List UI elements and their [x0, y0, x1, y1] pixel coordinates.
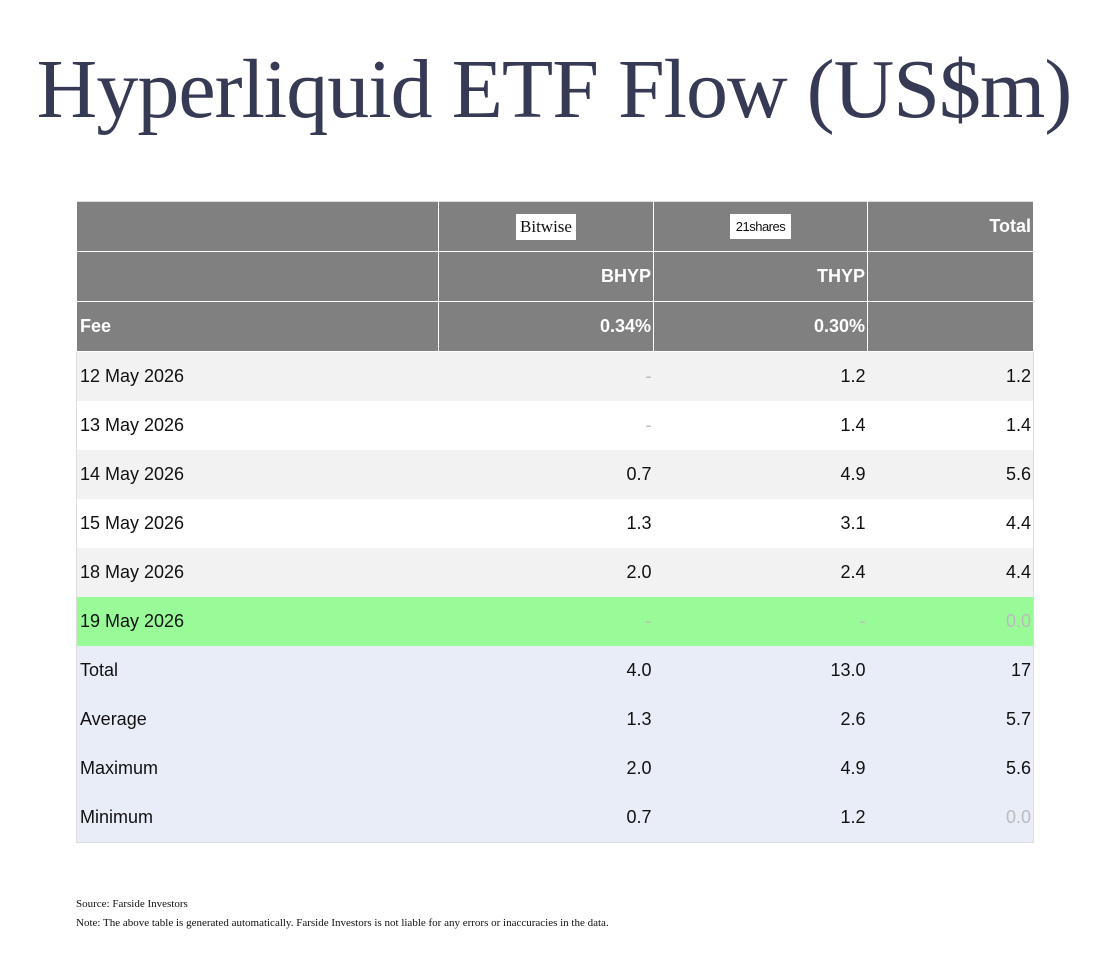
flow-cell: 4.4 — [867, 548, 1034, 597]
flow-cell: 4.0 — [438, 646, 654, 695]
header-cell: 0.30% — [653, 301, 868, 352]
flow-cell: - — [438, 597, 654, 646]
row-label: 12 May 2026 — [76, 351, 439, 401]
note: Note: The above table is generated autom… — [76, 917, 609, 929]
flow-cell: 0.0 — [867, 597, 1034, 646]
flow-cell: 0.0 — [867, 793, 1034, 843]
table-row: 19 May 2026- -0.0 — [76, 597, 1034, 646]
header-cell: Bitwise — [438, 201, 654, 252]
table-header: Bitwise 21shares Total BHYP THYP Fee 0.3… — [76, 201, 1034, 352]
flow-cell: - — [438, 351, 654, 401]
flow-cell: 4.9 — [653, 450, 868, 499]
header-cell: 0.34% — [438, 301, 654, 352]
header-cell — [76, 201, 439, 252]
table-row: 13 May 2026-1.4 1.4 — [76, 401, 1034, 450]
table-row: Average 1.3 2.6 5.7 — [76, 695, 1034, 744]
row-label: 13 May 2026 — [76, 401, 439, 450]
row-label: Minimum — [76, 793, 439, 843]
header-cell: 21shares — [653, 201, 868, 252]
table-row: 15 May 2026 1.3 3.1 4.4 — [76, 499, 1034, 548]
header-cell: BHYP — [438, 251, 654, 302]
header-cell: THYP — [653, 251, 868, 302]
flow-cell: 5.6 — [867, 744, 1034, 793]
flow-cell: 1.3 — [438, 499, 654, 548]
row-label: Total — [76, 646, 439, 695]
summary-rows: Total 4.0 13.0 17 Average 1.3 2.6 5.7 Maximum 2.0… — [76, 646, 1034, 843]
flow-cell: 1.2 — [653, 793, 868, 843]
daily-rows: 12 May 2026-1.2 1.2 13 May 2026-1.4 1.4 14 M… — [76, 351, 1034, 646]
flow-cell: 2.6 — [653, 695, 868, 744]
flow-cell: 0.7 — [438, 450, 654, 499]
header-cell: Fee — [76, 301, 439, 352]
row-label: Maximum — [76, 744, 439, 793]
flow-cell: 0.7 — [438, 793, 654, 843]
flow-table: Bitwise 21shares Total BHYP THYP Fee 0.3… — [76, 201, 1034, 843]
flow-cell: 4.9 — [653, 744, 868, 793]
flow-cell: 2.4 — [653, 548, 868, 597]
header-cell: Total — [867, 201, 1034, 252]
table-row: Total 4.0 13.0 17 — [76, 646, 1034, 695]
flow-cell: 2.0 — [438, 744, 654, 793]
header-row: Bitwise 21shares Total — [76, 201, 1034, 252]
flow-cell: 1.3 — [438, 695, 654, 744]
row-label: 19 May 2026 — [76, 597, 439, 646]
table-row: 12 May 2026-1.2 1.2 — [76, 351, 1034, 401]
flow-cell: 13.0 — [653, 646, 868, 695]
row-label: 14 May 2026 — [76, 450, 439, 499]
flow-cell: 1.2 — [653, 351, 868, 401]
row-label: 15 May 2026 — [76, 499, 439, 548]
flow-cell: 17 — [867, 646, 1034, 695]
header-cell — [867, 301, 1034, 352]
flow-cell: 1.2 — [867, 351, 1034, 401]
flow-cell: 3.1 — [653, 499, 868, 548]
source: Source: Farside Investors — [76, 898, 188, 910]
flow-cell: 5.6 — [867, 450, 1034, 499]
flow-cell: 5.7 — [867, 695, 1034, 744]
flow-cell: - — [438, 401, 654, 450]
header-cell — [76, 251, 439, 302]
table-row: Minimum 0.7 1.2 0.0 — [76, 793, 1034, 843]
flow-cell: 2.0 — [438, 548, 654, 597]
header-row: Fee 0.34% 0.30% — [76, 301, 1034, 352]
issuer-logo: Bitwise — [516, 213, 576, 240]
table-row: Maximum 2.0 4.9 5.6 — [76, 744, 1034, 793]
header-cell — [867, 251, 1034, 302]
flow-cell: - — [653, 597, 868, 646]
issuer-logo: 21shares — [729, 214, 792, 239]
row-label: 18 May 2026 — [76, 548, 439, 597]
table-row: 14 May 2026 0.7 4.9 5.6 — [76, 450, 1034, 499]
flow-cell: 4.4 — [867, 499, 1034, 548]
table-row: 18 May 2026 2.0 2.4 4.4 — [76, 548, 1034, 597]
row-label: Average — [76, 695, 439, 744]
header-row: BHYP THYP — [76, 251, 1034, 302]
title: Hyperliquid ETF Flow (US$m) — [36, 43, 1073, 136]
flow-cell: 1.4 — [653, 401, 868, 450]
flow-cell: 1.4 — [867, 401, 1034, 450]
